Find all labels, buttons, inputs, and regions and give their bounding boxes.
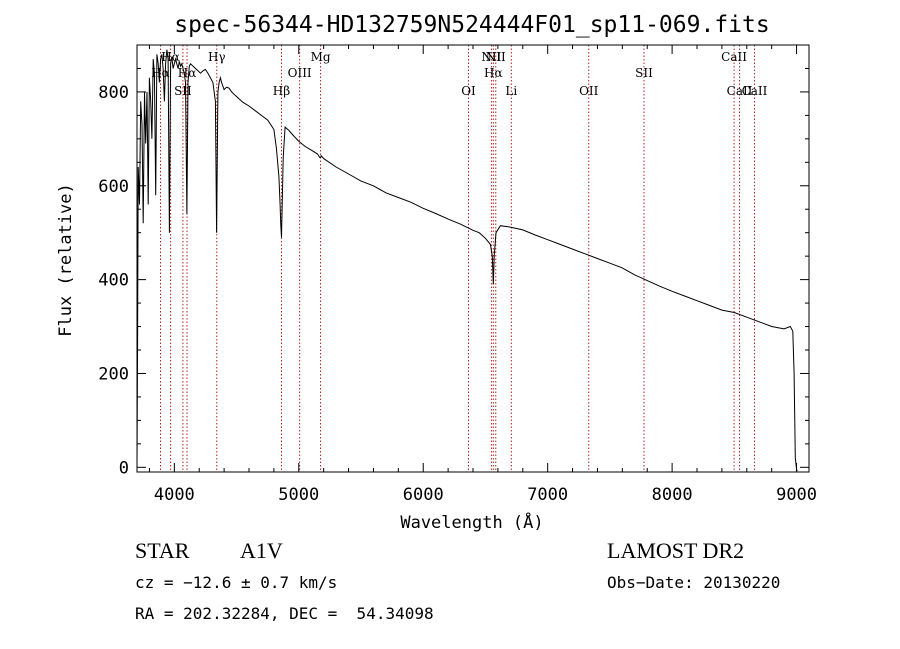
spectral-line-label: NII (486, 50, 506, 64)
y-axis-label: Flux (relative) (56, 183, 76, 337)
x-tick-label: 5000 (278, 485, 319, 505)
object-type: STAR (135, 538, 190, 563)
x-axis-ticks: 4000 5000 6000 7000 8000 9000 (148, 45, 817, 505)
x-tick-label: 6000 (403, 485, 444, 505)
spectral-line-label: SII (174, 84, 192, 98)
y-tick-label: 400 (98, 271, 129, 291)
plot-frame (136, 44, 810, 473)
spectral-line-markers (160, 45, 755, 472)
x-tick-label: 8000 (652, 485, 693, 505)
spectrum-series-line (136, 49, 798, 472)
spectral-line-label: OII (579, 84, 599, 98)
redshift-cz: cz = −12.6 ± 0.7 km/s (135, 573, 337, 592)
y-axis-ticks: 0 200 400 600 800 (98, 67, 809, 478)
spectral-subclass: A1V (240, 538, 283, 563)
spectral-line-label: Hα (178, 66, 197, 80)
x-tick-label: 4000 (154, 485, 195, 505)
spectral-line-label: SII (635, 66, 653, 80)
spectral-line-label: Hα (484, 66, 503, 80)
spectral-line-label: OI (461, 84, 476, 98)
spectral-line-label: CaII (727, 84, 753, 98)
x-tick-label: 9000 (776, 485, 817, 505)
x-tick-label: 7000 (527, 485, 568, 505)
y-tick-label: 600 (98, 177, 129, 197)
chart-title: spec-56344-HD132759N524444F01_sp11-069.f… (174, 12, 769, 38)
spectral-line-label: Li (505, 84, 517, 98)
spectral-line-label: CaII (742, 84, 768, 98)
y-tick-label: 200 (98, 364, 129, 384)
spectral-line-label: NII (481, 50, 501, 64)
spectral-line-label: Hγ (208, 50, 226, 64)
observation-date: Obs−Date: 20130220 (607, 573, 780, 592)
spectral-line-label: Mg (311, 50, 331, 64)
y-tick-label: 800 (98, 83, 129, 103)
coordinates: RA = 202.32284, DEC = 54.34098 (135, 604, 434, 623)
y-tick-label: 0 (119, 458, 129, 478)
spectral-line-label: CaII (721, 50, 747, 64)
x-axis-label: Wavelength (Å) (400, 511, 543, 533)
spectral-line-label: Hβ (273, 84, 290, 98)
spectral-line-label: OIII (288, 66, 312, 80)
survey-name: LAMOST DR2 (607, 538, 744, 563)
